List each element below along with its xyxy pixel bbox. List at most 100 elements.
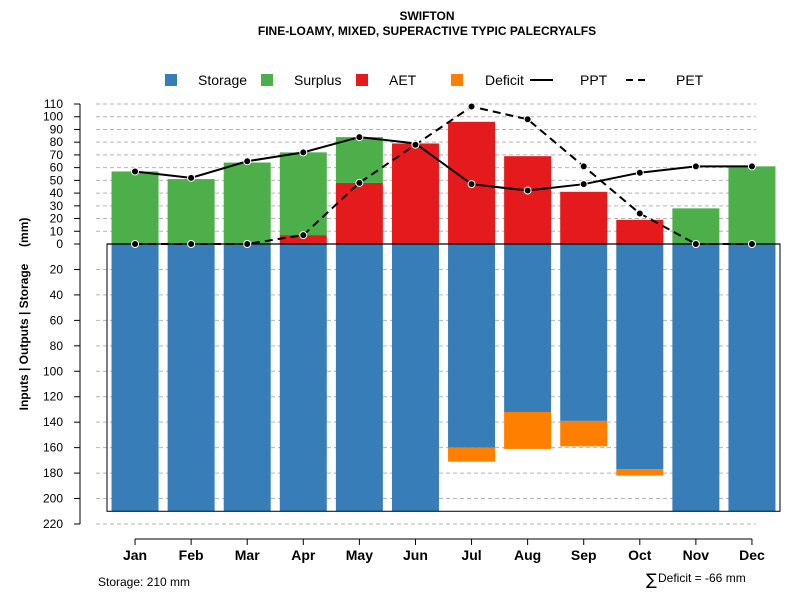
ppt-point [691, 162, 700, 171]
pet-point [635, 209, 644, 218]
sigma-icon: ∑ [646, 570, 657, 589]
ppt-point [635, 168, 644, 177]
legend-swatch-storage [165, 74, 177, 86]
ppt-point [747, 162, 756, 171]
y-tick-label: 200 [43, 492, 63, 506]
legend-label-surplus: Surplus [294, 72, 341, 88]
storage-bar [223, 244, 271, 512]
chart-subtitle: FINE-LOAMY, MIXED, SUPERACTIVE TYPIC PAL… [258, 24, 596, 38]
y-tick-label: 100 [43, 110, 63, 124]
storage-bar [728, 244, 776, 512]
y-tick-label: 160 [43, 441, 63, 455]
aet-bar [279, 235, 327, 244]
surplus-bar [279, 152, 327, 236]
x-tick-label-aug: Aug [514, 547, 541, 563]
surplus-bar [167, 179, 215, 244]
axes: 1101009080706050403020100204060801001201… [43, 97, 765, 563]
storage-bar [167, 244, 215, 512]
y-tick-label: 120 [43, 390, 63, 404]
y-tick-label: 20 [50, 262, 64, 276]
surplus-bar [223, 162, 271, 244]
y-tick-label: 60 [50, 313, 64, 327]
y-axis-label: Inputs | Outputs | Storage (mm) [17, 218, 31, 411]
y-tick-label: 110 [44, 97, 63, 111]
y-tick-label: 10 [50, 224, 64, 238]
storage-note: Storage: 210 mm [98, 575, 190, 589]
series-lines [131, 102, 756, 248]
ppt-point [187, 173, 196, 182]
storage-bar [560, 244, 608, 421]
surplus-bar [672, 208, 720, 244]
legend-label-ppt: PPT [580, 72, 608, 88]
legend-label-storage: Storage [198, 72, 247, 88]
deficit-bar [616, 469, 664, 476]
y-tick-label: 0 [56, 237, 63, 251]
y-tick-label: 180 [43, 466, 63, 480]
deficit-bar [448, 447, 496, 462]
x-tick-label-jun: Jun [403, 547, 428, 563]
ppt-point [523, 186, 532, 195]
aet-bar [616, 219, 664, 244]
storage-bar [616, 244, 664, 470]
deficit-bar [504, 412, 552, 449]
legend-label-deficit: Deficit [485, 72, 524, 88]
y-tick-label: 50 [50, 173, 64, 187]
storage-bar [391, 244, 439, 512]
x-tick-label-oct: Oct [628, 547, 652, 563]
x-tick-label-feb: Feb [179, 547, 204, 563]
pet-point [299, 231, 308, 240]
ppt-point [579, 180, 588, 189]
ppt-point [355, 133, 364, 142]
x-tick-label-jul: Jul [461, 547, 481, 563]
ppt-line [134, 136, 752, 192]
pet-point [579, 162, 588, 171]
surplus-bar [728, 166, 776, 244]
legend-label-aet: AET [389, 72, 417, 88]
pet-point [243, 240, 252, 248]
legend-swatch-surplus [261, 74, 273, 86]
deficit-bar [560, 420, 608, 447]
storage-bar [504, 244, 552, 412]
x-tick-label-nov: Nov [683, 547, 710, 563]
pet-point [355, 178, 364, 187]
aet-bar [560, 191, 608, 244]
bars [106, 121, 781, 512]
pet-point [747, 240, 756, 248]
chart-title: SWIFTON [399, 9, 454, 23]
y-tick-label: 40 [50, 186, 64, 200]
storage-bar [448, 244, 496, 448]
storage-bar [111, 244, 159, 512]
y-tick-label: 80 [50, 339, 64, 353]
surplus-bar [111, 171, 159, 244]
y-tick-label: 220 [43, 517, 63, 531]
y-tick-label: 140 [43, 415, 63, 429]
legend-swatch-deficit [451, 74, 463, 86]
pet-point [187, 240, 196, 248]
x-tick-label-apr: Apr [291, 547, 316, 563]
pet-point [131, 240, 140, 248]
aet-bar [335, 182, 383, 244]
storage-bar [279, 244, 327, 512]
y-tick-label: 40 [50, 288, 64, 302]
y-tick-label: 90 [50, 122, 64, 136]
x-tick-label-may: May [346, 547, 373, 563]
y-tick-label: 80 [50, 135, 64, 149]
storage-bar [672, 244, 720, 512]
ppt-point [131, 167, 140, 176]
storage-bar [335, 244, 383, 512]
legend: Storage Surplus AET Deficit PPT PET [165, 72, 704, 88]
y-tick-label: 20 [50, 212, 64, 226]
pet-point [691, 240, 700, 248]
legend-swatch-aet [356, 74, 368, 86]
y-tick-label: 70 [50, 148, 64, 162]
ppt-point [467, 180, 476, 189]
x-tick-label-mar: Mar [235, 547, 260, 563]
aet-bar [504, 156, 552, 244]
deficit-note: Deficit = -66 mm [658, 571, 746, 585]
pet-point [411, 140, 420, 149]
pet-point [523, 115, 532, 124]
y-tick-label: 30 [50, 199, 64, 213]
y-tick-label: 100 [43, 364, 63, 378]
y-tick-label: 60 [50, 161, 64, 175]
